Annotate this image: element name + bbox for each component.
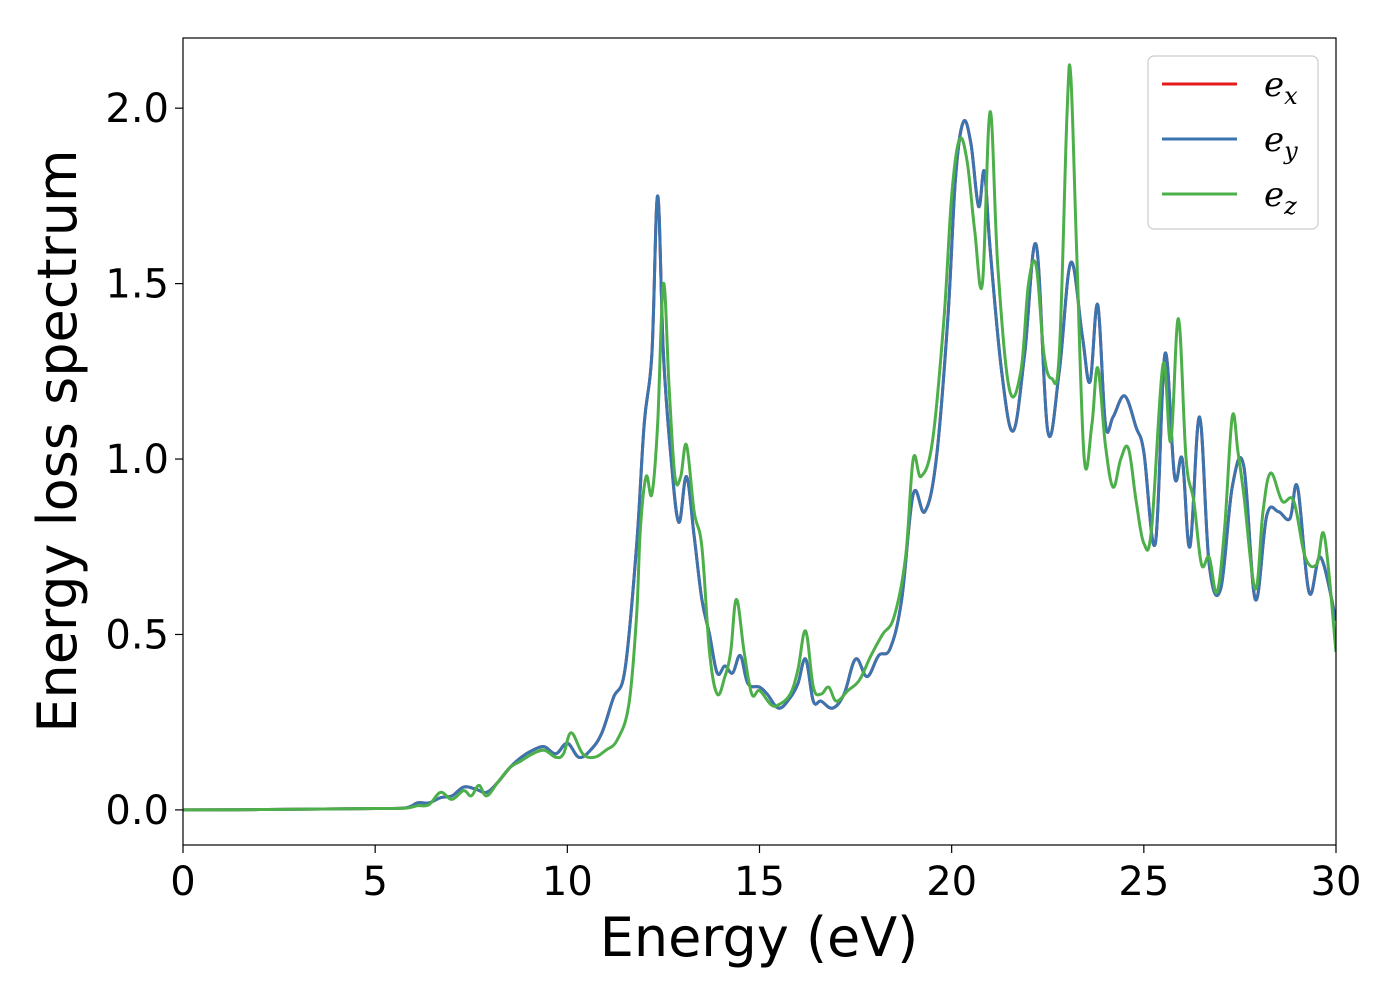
y-axis-label: Energy loss spectrum [26,149,89,732]
y-axis-ticks: 0.0 0.5 1.0 1.5 2.0 [105,86,183,834]
series-line-ez [183,63,1336,812]
x-tick-label: 0 [170,859,195,905]
y-tick-label: 2.0 [105,86,169,132]
x-tick-label: 5 [362,859,387,905]
legend-box [1147,55,1319,230]
y-tick-label: 1.5 [105,262,169,308]
x-axis-ticks: 0 5 10 15 20 25 30 [170,845,1361,905]
x-tick-label: 25 [1118,859,1169,905]
series-layer [183,63,1336,812]
x-tick-label: 20 [926,859,977,905]
y-tick-label: 0.5 [105,612,169,658]
y-tick-label: 0.0 [105,788,169,834]
plot-area [183,38,1336,845]
y-tick-label: 1.0 [105,437,169,483]
x-axis-label: Energy (eV) [600,906,919,969]
x-tick-label: 10 [542,859,593,905]
x-tick-label: 15 [734,859,785,905]
x-tick-label: 30 [1311,859,1362,905]
plot-background [183,38,1336,845]
